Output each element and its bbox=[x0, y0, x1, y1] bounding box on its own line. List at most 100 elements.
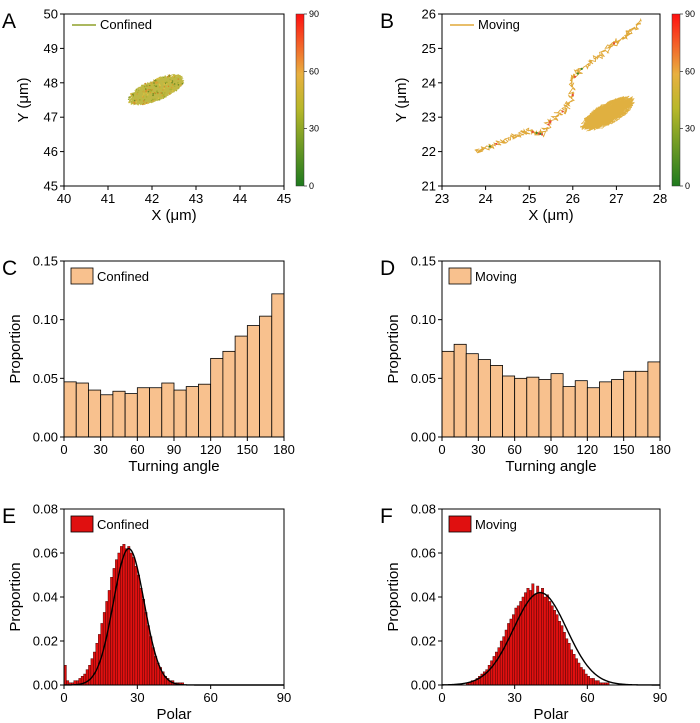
trajectory-point bbox=[146, 94, 149, 96]
trajectory-point bbox=[163, 87, 165, 90]
x-tick-label: 30 bbox=[507, 690, 521, 705]
colorbar-tick-label: 90 bbox=[685, 9, 695, 19]
trajectory-point bbox=[149, 91, 152, 94]
trajectory-point bbox=[537, 132, 540, 135]
trajectory-point bbox=[163, 92, 166, 94]
trajectory-point bbox=[145, 96, 148, 98]
y-axis-title: Proportion bbox=[7, 314, 24, 383]
x-tick-label: 0 bbox=[60, 442, 67, 457]
histogram-bar bbox=[543, 596, 547, 686]
legend-label: Moving bbox=[478, 17, 520, 32]
x-tick-label: 0 bbox=[438, 442, 445, 457]
y-axis-title: Proportion bbox=[385, 562, 402, 631]
x-tick-label: 24 bbox=[478, 191, 492, 206]
trajectory-point bbox=[147, 102, 149, 104]
trajectory-point bbox=[162, 97, 165, 99]
trajectory-point bbox=[177, 82, 179, 84]
trajectory-point bbox=[170, 86, 173, 89]
trajectory-point bbox=[165, 83, 168, 85]
x-tick-label: 28 bbox=[653, 191, 667, 206]
histogram-bar bbox=[509, 618, 513, 686]
legend-swatch bbox=[70, 267, 94, 285]
histogram-bar bbox=[142, 599, 145, 686]
histogram-bar bbox=[526, 376, 540, 438]
trajectory-point bbox=[176, 74, 179, 77]
trajectory-point bbox=[161, 94, 164, 97]
trajectory-point bbox=[169, 78, 171, 81]
trajectory-point bbox=[132, 93, 134, 96]
y-axis-title: Y (μm) bbox=[15, 77, 32, 122]
trajectory-point bbox=[135, 99, 137, 101]
histogram-bar bbox=[490, 660, 494, 686]
gaussian-fit-line bbox=[441, 591, 660, 686]
trajectory-point bbox=[136, 91, 139, 94]
histogram-bar bbox=[271, 293, 285, 438]
x-tick-label: 44 bbox=[233, 191, 247, 206]
y-tick-label: 0.02 bbox=[33, 634, 58, 649]
histogram-bar bbox=[137, 574, 140, 686]
trajectory-point bbox=[142, 100, 145, 102]
histogram-bar bbox=[611, 379, 625, 438]
histogram-bar bbox=[635, 370, 649, 438]
histogram-bar bbox=[562, 632, 566, 686]
histogram-bar bbox=[222, 350, 236, 438]
trajectory-point bbox=[162, 81, 164, 83]
colorbar-tick-label: 0 bbox=[309, 181, 314, 191]
y-tick-label: 0.04 bbox=[33, 590, 58, 605]
histogram-bar bbox=[161, 382, 175, 438]
trajectory-point bbox=[150, 99, 153, 102]
histogram-bar bbox=[538, 592, 542, 686]
histogram-bar bbox=[185, 386, 199, 438]
histogram-bar bbox=[453, 343, 467, 438]
trajectory-point bbox=[495, 142, 498, 146]
colorbar-tick-label: 60 bbox=[685, 66, 695, 76]
panel-A: A Confined 0 30 60 90 40 41 42 43 44 45 45 46 47 48 49 50… bbox=[2, 7, 319, 225]
trajectory-point bbox=[175, 89, 178, 92]
y-tick-label: 0.10 bbox=[411, 312, 436, 327]
legend-swatch bbox=[448, 515, 472, 533]
histogram-bar bbox=[567, 643, 571, 686]
trajectory-point bbox=[171, 80, 174, 82]
histogram-bar bbox=[545, 594, 549, 686]
histogram-bar bbox=[594, 680, 598, 686]
trajectory-point bbox=[160, 92, 162, 94]
trajectory-point bbox=[137, 103, 139, 106]
histogram-bar bbox=[575, 658, 578, 686]
histogram-bar bbox=[112, 568, 116, 686]
histogram-bar bbox=[599, 381, 612, 438]
histogram-bar bbox=[173, 389, 187, 438]
trajectory-point bbox=[165, 88, 167, 91]
panel-label: E bbox=[2, 505, 16, 528]
histogram-bar bbox=[504, 629, 508, 686]
x-tick-label: 90 bbox=[277, 690, 291, 705]
y-tick-label: 0.00 bbox=[411, 430, 436, 445]
trajectory-point bbox=[136, 93, 138, 95]
y-tick-label: 0.00 bbox=[33, 678, 58, 693]
y-tick-label: 0.05 bbox=[33, 371, 58, 386]
y-tick-label: 0.00 bbox=[33, 430, 58, 445]
trajectory-point bbox=[177, 84, 180, 86]
trajectory-point bbox=[144, 82, 147, 85]
trajectory-point bbox=[169, 88, 171, 91]
histogram-bar bbox=[548, 601, 552, 686]
histogram-bar bbox=[151, 647, 155, 686]
x-axis-title: Polar bbox=[533, 706, 568, 723]
trajectory-point bbox=[173, 85, 176, 87]
legend-swatch bbox=[70, 515, 94, 533]
x-tick-label: 41 bbox=[101, 191, 115, 206]
histogram-bar bbox=[514, 377, 528, 438]
trajectory-point bbox=[157, 92, 159, 95]
histogram-bar bbox=[93, 651, 96, 686]
trajectory-line bbox=[127, 73, 185, 106]
legend-label: Moving bbox=[475, 269, 517, 284]
histogram-bar bbox=[647, 361, 661, 438]
trajectory-point bbox=[153, 82, 155, 84]
histogram-bar bbox=[63, 381, 77, 438]
histogram-bar bbox=[134, 566, 138, 686]
trajectory-point bbox=[158, 86, 161, 88]
x-axis-title: Turning angle bbox=[505, 458, 596, 475]
trajectory-point bbox=[547, 123, 550, 126]
trajectory-point bbox=[580, 67, 583, 70]
histogram-bar bbox=[550, 605, 554, 686]
